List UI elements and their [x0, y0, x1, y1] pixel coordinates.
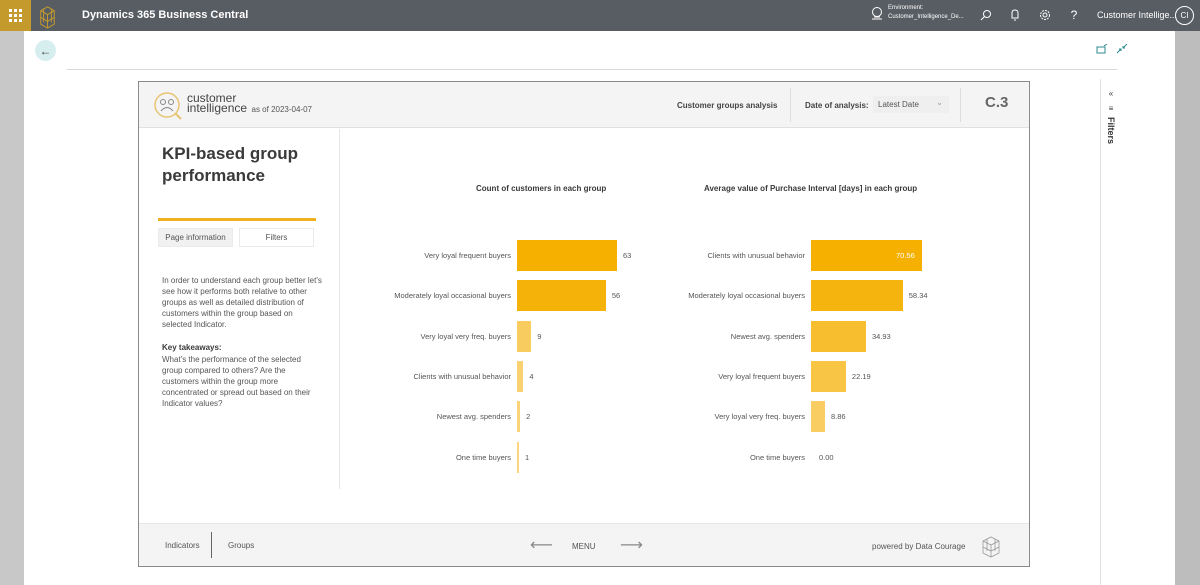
bar-value-label: 0.00 [819, 452, 834, 462]
as-of-date: as of 2023-04-07 [251, 105, 313, 114]
bar-value-label: 63 [623, 251, 632, 260]
bar-category-label: One time buyers [455, 452, 511, 462]
divider [67, 69, 1117, 70]
bar[interactable] [517, 280, 606, 312]
arrow-left-icon[interactable]: ⟵ [530, 537, 553, 554]
page-code: C.3 [985, 94, 1009, 111]
search-icon[interactable] [978, 7, 994, 23]
environment-icon [872, 7, 882, 20]
left-info-panel: KPI-based group performance Page informa… [139, 129, 340, 489]
top-bar: Dynamics 365 Business Central Environmen… [0, 0, 1200, 31]
bar-value-label: 9 [537, 331, 542, 341]
bar-category-label: One time buyers [749, 452, 805, 462]
page-content: ← « ≡ Filters customer intelligence as o… [24, 31, 1175, 585]
bell-icon[interactable] [1007, 7, 1023, 23]
customer-intelligence-logo [154, 92, 182, 120]
bar-category-label: Moderately loyal occasional buyers [688, 291, 805, 301]
menu-button[interactable]: MENU [572, 542, 596, 551]
filters-pane-toggle[interactable]: « ≡ Filters [1103, 89, 1119, 144]
page-title: KPI-based group performance [162, 144, 299, 185]
app-title: Dynamics 365 Business Central [82, 9, 249, 21]
waffle-icon[interactable] [0, 0, 31, 31]
brand-name: customer intelligence as of 2023-04-07 [187, 91, 313, 115]
chart-title: Average value of Purchase Interval [days… [704, 184, 918, 193]
power-bi-report: customer intelligence as of 2023-04-07 C… [138, 81, 1030, 567]
bar-value-label: 34.93 [871, 331, 891, 341]
bar-value-label: 2 [526, 412, 531, 422]
bar-value-label: 4 [529, 371, 534, 381]
tab-page-information[interactable]: Page information [158, 228, 233, 247]
customer-groups-analysis-link[interactable]: Customer groups analysis [677, 101, 778, 110]
bar[interactable] [517, 240, 617, 271]
app-logo [40, 6, 55, 29]
title-underline [158, 218, 316, 221]
powered-by-text: powered by Data Courage [872, 542, 966, 551]
chevron-down-icon: ⌄ [936, 98, 943, 107]
bar[interactable] [517, 441, 519, 473]
bar[interactable] [811, 320, 866, 352]
bar-category-label: Moderately loyal occasional buyers [394, 291, 511, 301]
bar-category-label: Newest avg. spenders [730, 331, 805, 341]
report-header: customer intelligence as of 2023-04-07 C… [139, 82, 1029, 128]
footer-divider [211, 532, 212, 558]
open-in-new-window-icon[interactable] [1096, 43, 1108, 57]
collapse-icon[interactable] [1116, 43, 1128, 57]
bar-category-label: Very loyal very freq. buyers [714, 412, 805, 422]
date-of-analysis-dropdown[interactable]: Latest Date ⌄ [873, 96, 949, 113]
report-footer: Indicators Groups ⟵ MENU ⟶ powered by Da… [139, 523, 1029, 566]
right-gutter [1175, 31, 1200, 585]
bar-value-label: 22.19 [851, 371, 871, 381]
bar-value-label: 1 [525, 452, 530, 462]
nav-indicators[interactable]: Indicators [165, 541, 200, 550]
bar-value-label: 8.86 [830, 412, 846, 422]
nav-groups[interactable]: Groups [228, 541, 255, 550]
header-divider [960, 88, 961, 122]
environment-value: Customer_Intelligence_De... [888, 14, 964, 20]
back-button[interactable]: ← [35, 40, 56, 61]
filters-pane-border [1100, 79, 1101, 585]
chart-title: Count of customers in each group [476, 184, 607, 193]
key-takeaways-title: Key takeaways: [162, 343, 222, 352]
arrow-left-icon: ← [39, 43, 52, 58]
help-icon[interactable]: ? [1070, 8, 1078, 22]
bar-value-label: 56 [611, 291, 621, 301]
bar-category-label: Clients with unusual behavior [707, 251, 805, 260]
bar[interactable] [811, 360, 846, 392]
bar-value-label: 70.56 [896, 251, 915, 260]
avatar[interactable]: CI [1175, 6, 1194, 25]
gear-icon[interactable] [1037, 7, 1053, 23]
tab-filters[interactable]: Filters [239, 228, 314, 247]
date-of-analysis-label: Date of analysis: [805, 101, 869, 110]
bar-category-label: Newest avg. spenders [436, 412, 511, 422]
environment-indicator[interactable]: Environment: Customer_Intelligence_De... [870, 4, 964, 22]
bar-category-label: Clients with unusual behavior [413, 371, 511, 381]
bar-category-label: Very loyal very freq. buyers [420, 331, 511, 341]
bar[interactable] [517, 401, 521, 433]
bar[interactable] [517, 320, 532, 352]
bar[interactable] [811, 280, 903, 312]
filter-icon: ≡ [1108, 104, 1114, 113]
key-takeaways-text: What's the performance of the selected g… [162, 355, 311, 408]
data-courage-logo [982, 536, 1000, 558]
environment-label: Environment: [888, 5, 924, 11]
header-divider [790, 88, 791, 122]
chevron-left-icon[interactable]: « [1108, 89, 1114, 98]
bar[interactable] [517, 360, 524, 392]
bar-category-label: Very loyal frequent buyers [718, 371, 805, 381]
filters-pane-label: Filters [1106, 117, 1116, 145]
arrow-right-icon[interactable]: ⟶ [620, 537, 643, 554]
bar-value-label: 58.34 [908, 291, 928, 301]
bar-category-label: Very loyal frequent buyers [424, 251, 511, 260]
user-name[interactable]: Customer Intellige... [1097, 10, 1178, 20]
bar[interactable] [811, 240, 922, 271]
page-description: In order to understand each group better… [162, 276, 322, 329]
bar[interactable] [811, 401, 825, 433]
